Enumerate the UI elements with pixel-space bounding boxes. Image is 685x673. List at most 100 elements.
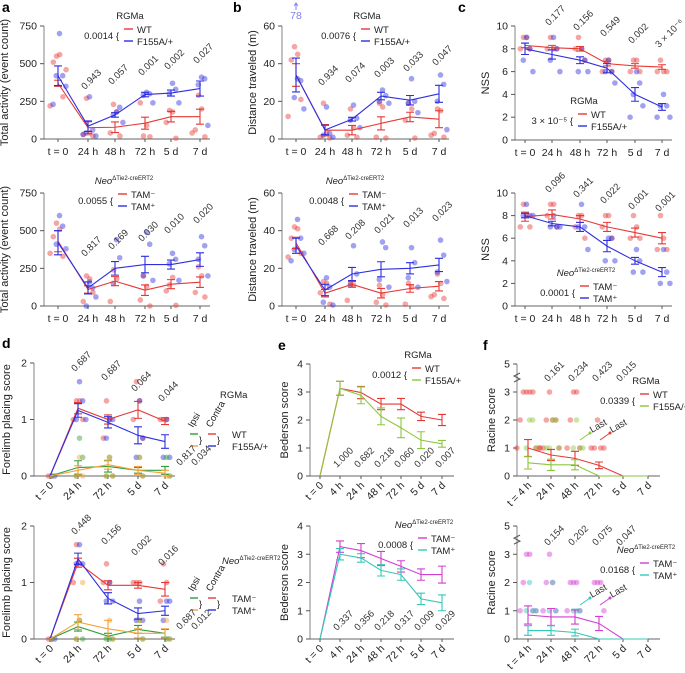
y-tick-label: 1 — [504, 443, 510, 455]
series-line — [524, 213, 663, 239]
data-point — [402, 301, 409, 307]
y-tick-label: 0 — [504, 471, 510, 483]
y-tick-label: 0 — [502, 301, 508, 313]
error-bar — [134, 426, 142, 445]
data-point — [198, 74, 205, 81]
error-bar — [84, 281, 92, 295]
legend-label: TAM⁺ — [653, 571, 677, 582]
error-bar — [406, 111, 414, 123]
data-point — [441, 295, 447, 302]
data-point — [573, 579, 580, 586]
annotation-dot — [608, 596, 612, 600]
error-bar — [196, 276, 204, 289]
p-value-overall: 0.0339 { — [600, 396, 635, 407]
x-tick-label: 5 d — [610, 480, 629, 499]
x-tick-label: 48 h — [342, 313, 363, 325]
data-point — [139, 636, 146, 642]
legend-label: TAM⁺ — [431, 546, 455, 557]
data-point — [373, 299, 380, 306]
y-tick-label: 2 — [504, 577, 510, 589]
data-point — [80, 131, 87, 138]
y-tick-label: 1 — [21, 414, 27, 426]
data-point — [288, 258, 294, 264]
y-tick-label: 6 — [502, 66, 508, 78]
p-value: 0.943 — [79, 68, 104, 93]
data-point — [80, 416, 86, 423]
series-line — [57, 75, 201, 127]
data-point — [344, 297, 351, 304]
x-tick-label: 24 h — [344, 643, 367, 666]
error-bar — [134, 581, 142, 589]
data-point — [428, 132, 434, 139]
data-point — [201, 242, 208, 249]
error-bar — [141, 116, 149, 130]
data-point — [440, 252, 447, 258]
x-tick-label: 48 h — [570, 313, 591, 325]
legend-label: TAM⁺ — [232, 606, 256, 617]
data-point — [354, 134, 360, 140]
data-point — [585, 68, 591, 75]
y-axis-label: NSS — [480, 72, 492, 95]
data-point — [116, 104, 123, 111]
data-point — [630, 212, 637, 219]
legend-title: NeoΔTie2-creERT2 — [95, 176, 154, 187]
error-bar — [548, 49, 556, 60]
data-point — [198, 233, 205, 240]
legend-label: WT — [137, 25, 152, 36]
p-value: 0.177 — [543, 4, 568, 29]
y-tick-label: 0 — [504, 634, 510, 646]
series-line — [524, 44, 663, 68]
legend-label: TAM⁻ — [593, 282, 617, 293]
p-value: 0.057 — [106, 63, 131, 88]
error-bar — [134, 628, 142, 639]
series-line — [528, 629, 648, 640]
data-point — [605, 235, 612, 241]
x-tick-label: t = 0 — [33, 643, 56, 666]
data-point — [376, 276, 383, 283]
error-bar — [397, 397, 405, 411]
data-point — [412, 135, 418, 141]
x-tick-label: 7 d — [152, 643, 171, 662]
data-point — [549, 579, 556, 586]
data-point — [523, 201, 530, 208]
data-point — [667, 114, 673, 120]
p-value-overall: 3 × 10⁻⁵ { — [532, 116, 573, 127]
p-value: 0.169 — [106, 228, 131, 253]
data-point — [578, 201, 585, 208]
data-point — [640, 269, 646, 275]
data-point — [630, 269, 637, 275]
data-point — [594, 579, 601, 586]
y-tick-label: 0 — [21, 634, 27, 646]
error-bar — [111, 261, 119, 276]
y-tick-label: 4 — [502, 89, 508, 101]
data-point — [147, 303, 153, 309]
p-value: 0.009 — [412, 609, 437, 634]
error-bar — [417, 568, 425, 581]
data-point — [172, 86, 179, 93]
p-value: 0.001 — [136, 54, 161, 79]
data-point — [323, 274, 330, 281]
x-tick-label: t = 4 h — [505, 643, 534, 672]
data-point — [550, 201, 557, 208]
legend-label: F155A/+ — [425, 376, 462, 387]
data-point — [517, 224, 524, 230]
error-bar — [196, 80, 204, 97]
x-tick-label: 7 d — [432, 146, 447, 158]
data-point — [654, 246, 661, 253]
error-bar — [161, 417, 169, 426]
panel-x-3: 0 20 40 60 Distance traveled (m) t = 0 24 h 48 … — [247, 176, 455, 325]
error-bar — [357, 553, 365, 563]
data-point — [520, 579, 527, 586]
data-point — [107, 130, 114, 136]
data-point — [552, 607, 559, 614]
error-bar — [134, 607, 142, 620]
y-tick-label: 1 — [297, 605, 303, 617]
data-point — [573, 417, 580, 423]
data-point — [53, 220, 60, 226]
data-point — [45, 636, 52, 642]
annotation-arrow-icon — [579, 432, 591, 441]
error-bar — [435, 280, 443, 292]
x-tick-label: 5 d — [403, 313, 418, 325]
legend-label: TAM⁻ — [653, 559, 677, 570]
y-tick-label: 40 — [263, 58, 275, 70]
